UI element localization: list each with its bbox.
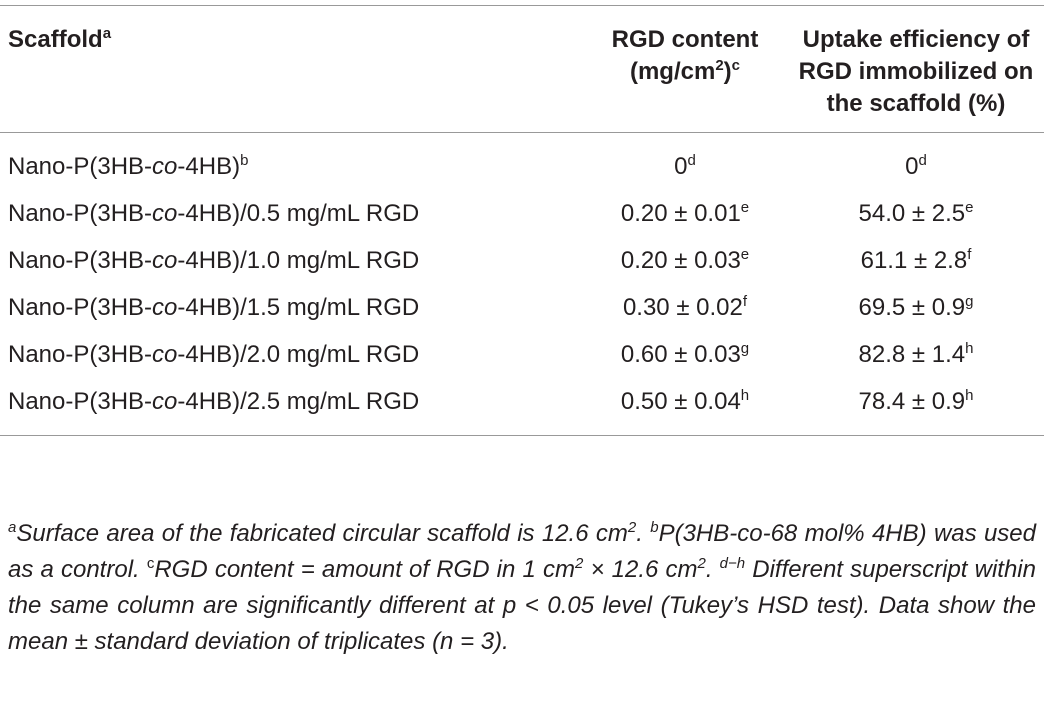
table-cell: 54.0 ± 2.5e xyxy=(788,190,1044,237)
text: 61.1 ± 2.8 xyxy=(860,247,968,274)
table-cell: Nano-P(3HB-co-4HB)/2.5 mg/mL RGD xyxy=(0,378,582,436)
table-cell: 0.60 ± 0.03g xyxy=(582,331,788,378)
superscript: h xyxy=(740,387,750,404)
text: Uptake efficiency of RGD immobilized on … xyxy=(798,26,1034,117)
text: -4HB)/1.5 mg/mL RGD xyxy=(177,294,420,321)
text: 54.0 ± 2.5 xyxy=(858,200,966,227)
superscript: e xyxy=(740,246,750,263)
superscript: c xyxy=(146,555,155,572)
header-cell: Uptake efficiency of RGD immobilized on … xyxy=(788,6,1044,133)
text: RGD content (mg/cm xyxy=(611,26,759,85)
superscript: e xyxy=(740,199,750,216)
text: 0.30 ± 0.02 xyxy=(622,294,743,321)
table-cell: 0.20 ± 0.03e xyxy=(582,237,788,284)
text: Nano-P(3HB- xyxy=(8,341,153,368)
text: Surface area of the fabricated circular … xyxy=(16,520,628,547)
table-row: Nano-P(3HB-co-4HB)/2.5 mg/mL RGD 0.50 ± 0… xyxy=(0,378,1044,436)
data-table: Scaffolda RGD content (mg/cm2)c Uptake eff… xyxy=(0,5,1044,436)
superscript: a xyxy=(8,519,17,536)
text: Different superscript within the same co… xyxy=(8,556,1036,655)
superscript: f xyxy=(967,246,972,263)
italic-text: co xyxy=(152,247,178,274)
italic-text: co xyxy=(152,294,178,321)
text: 82.8 ± 1.4 xyxy=(858,341,966,368)
text: 78.4 ± 0.9 xyxy=(858,388,966,415)
header-cell: Scaffolda xyxy=(0,6,582,133)
table-cell: 0d xyxy=(788,133,1044,191)
italic-text: co xyxy=(152,153,178,180)
text: -4HB)/2.0 mg/mL RGD xyxy=(177,341,420,368)
table-cell: 0.30 ± 0.02f xyxy=(582,284,788,331)
superscript: h xyxy=(965,340,974,357)
table-cell: 0.50 ± 0.04h xyxy=(582,378,788,436)
table-cell: Nano-P(3HB-co-4HB)/1.0 mg/mL RGD xyxy=(0,237,582,284)
superscript: b xyxy=(240,152,249,169)
superscript: 2 xyxy=(627,519,637,536)
superscript: d xyxy=(918,152,927,169)
italic-text: co xyxy=(152,200,178,227)
table-cell: 82.8 ± 1.4h xyxy=(788,331,1044,378)
table-cell: Nano-P(3HB-co-4HB)/1.5 mg/mL RGD xyxy=(0,284,582,331)
text: -4HB) xyxy=(177,153,241,180)
table-cell: 69.5 ± 0.9g xyxy=(788,284,1044,331)
superscript: h xyxy=(965,387,974,404)
superscript: f xyxy=(742,293,748,310)
table-row: Nano-P(3HB-co-4HB)/0.5 mg/mL RGD 0.20 ± 0… xyxy=(0,190,1044,237)
text: 0.20 ± 0.03 xyxy=(620,247,741,274)
text: Nano-P(3HB- xyxy=(8,200,153,227)
table-cell: 61.1 ± 2.8f xyxy=(788,237,1044,284)
text: 0.60 ± 0.03 xyxy=(620,341,741,368)
superscript: d xyxy=(687,152,696,169)
table-cell: 78.4 ± 0.9h xyxy=(788,378,1044,436)
superscript: a xyxy=(102,25,112,42)
superscript: 2 xyxy=(697,555,706,572)
superscript: g xyxy=(965,293,974,310)
text: Nano-P(3HB- xyxy=(8,294,153,321)
text: 0.50 ± 0.04 xyxy=(620,388,741,415)
table-cell: Nano-P(3HB-co-4HB)/2.0 mg/mL RGD xyxy=(0,331,582,378)
text: Nano-P(3HB- xyxy=(8,153,153,180)
text: -4HB)/0.5 mg/mL RGD xyxy=(177,200,420,227)
text: . xyxy=(705,556,720,583)
table-cell: 0d xyxy=(582,133,788,191)
header-row: Scaffolda RGD content (mg/cm2)c Uptake eff… xyxy=(0,5,1044,133)
text: Nano-P(3HB- xyxy=(8,388,153,415)
table-cell: 0.20 ± 0.01e xyxy=(582,190,788,237)
text: × 12.6 cm xyxy=(583,556,698,583)
text: Scaffold xyxy=(8,26,103,53)
italic-text: co xyxy=(152,388,178,415)
text: . xyxy=(636,520,651,547)
text: -4HB)/2.5 mg/mL RGD xyxy=(177,388,420,415)
table-row: Nano-P(3HB-co-4HB)/2.0 mg/mL RGD 0.60 ± 0… xyxy=(0,331,1044,378)
header-cell: RGD content (mg/cm2)c xyxy=(582,6,788,133)
text: -4HB)/1.0 mg/mL RGD xyxy=(177,247,420,274)
table-body: Nano-P(3HB-co-4HB)b 0d 0d Nano-P(3HB-co-4HB… xyxy=(0,133,1044,436)
text: 0 xyxy=(674,153,688,180)
table-cell: Nano-P(3HB-co-4HB)b xyxy=(0,133,582,191)
text: 0.20 ± 0.01 xyxy=(620,200,741,227)
table-cell: Nano-P(3HB-co-4HB)/0.5 mg/mL RGD xyxy=(0,190,582,237)
superscript: c xyxy=(731,57,741,74)
text: P(3HB-co-68 mol% 4HB) was used as a cont… xyxy=(8,520,1036,583)
text: RGD content = amount of RGD in 1 cm xyxy=(154,556,575,583)
table-row: Nano-P(3HB-co-4HB)b 0d 0d xyxy=(0,133,1044,191)
footnote: aSurface area of the fabricated circular… xyxy=(8,516,1036,660)
italic-text: co xyxy=(152,341,178,368)
text: 69.5 ± 0.9 xyxy=(858,294,966,321)
superscript: 2 xyxy=(575,555,584,572)
table-row: Nano-P(3HB-co-4HB)/1.5 mg/mL RGD 0.30 ± 0… xyxy=(0,284,1044,331)
superscript: 2 xyxy=(715,57,724,74)
text: Nano-P(3HB- xyxy=(8,247,153,274)
table-row: Nano-P(3HB-co-4HB)/1.0 mg/mL RGD 0.20 ± 0… xyxy=(0,237,1044,284)
text: 0 xyxy=(905,153,919,180)
superscript: b xyxy=(650,519,659,536)
superscript: d−h xyxy=(719,555,746,572)
superscript: g xyxy=(740,340,750,357)
superscript: e xyxy=(965,199,974,216)
text: ) xyxy=(723,58,732,85)
